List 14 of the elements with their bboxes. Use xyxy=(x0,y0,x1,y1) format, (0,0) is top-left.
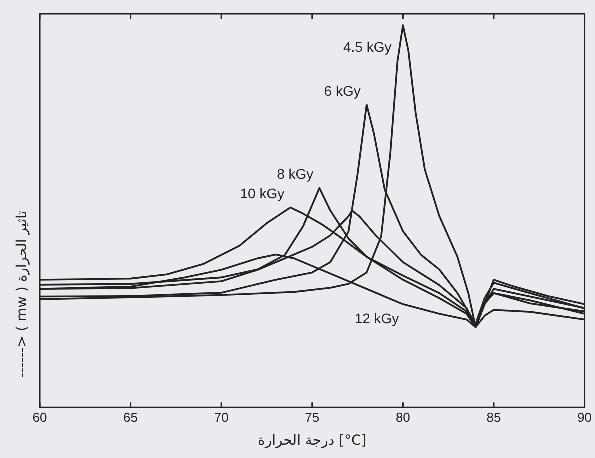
x-tick-label: 65 xyxy=(124,410,138,425)
y-axis-title: ------> ( mw ) تاثير الحرارة xyxy=(14,210,31,378)
annotation: 12 kGy xyxy=(354,310,400,326)
x-tick-label: 70 xyxy=(214,410,229,425)
x-tick-label: 75 xyxy=(305,410,320,425)
x-tick-label: 90 xyxy=(578,410,592,425)
x-tick-label: 80 xyxy=(396,410,410,425)
annotation: 4.5 kGy xyxy=(343,39,392,56)
x-tick-label: 60 xyxy=(32,410,48,425)
annotation: 6 kGy xyxy=(324,82,361,99)
annotation: 8 kGy xyxy=(277,166,314,182)
x-tick-label: 85 xyxy=(486,410,502,425)
x-axis-title: درجة الحرارة [°C] xyxy=(258,433,367,450)
annotation: 10 kGy xyxy=(240,186,285,202)
